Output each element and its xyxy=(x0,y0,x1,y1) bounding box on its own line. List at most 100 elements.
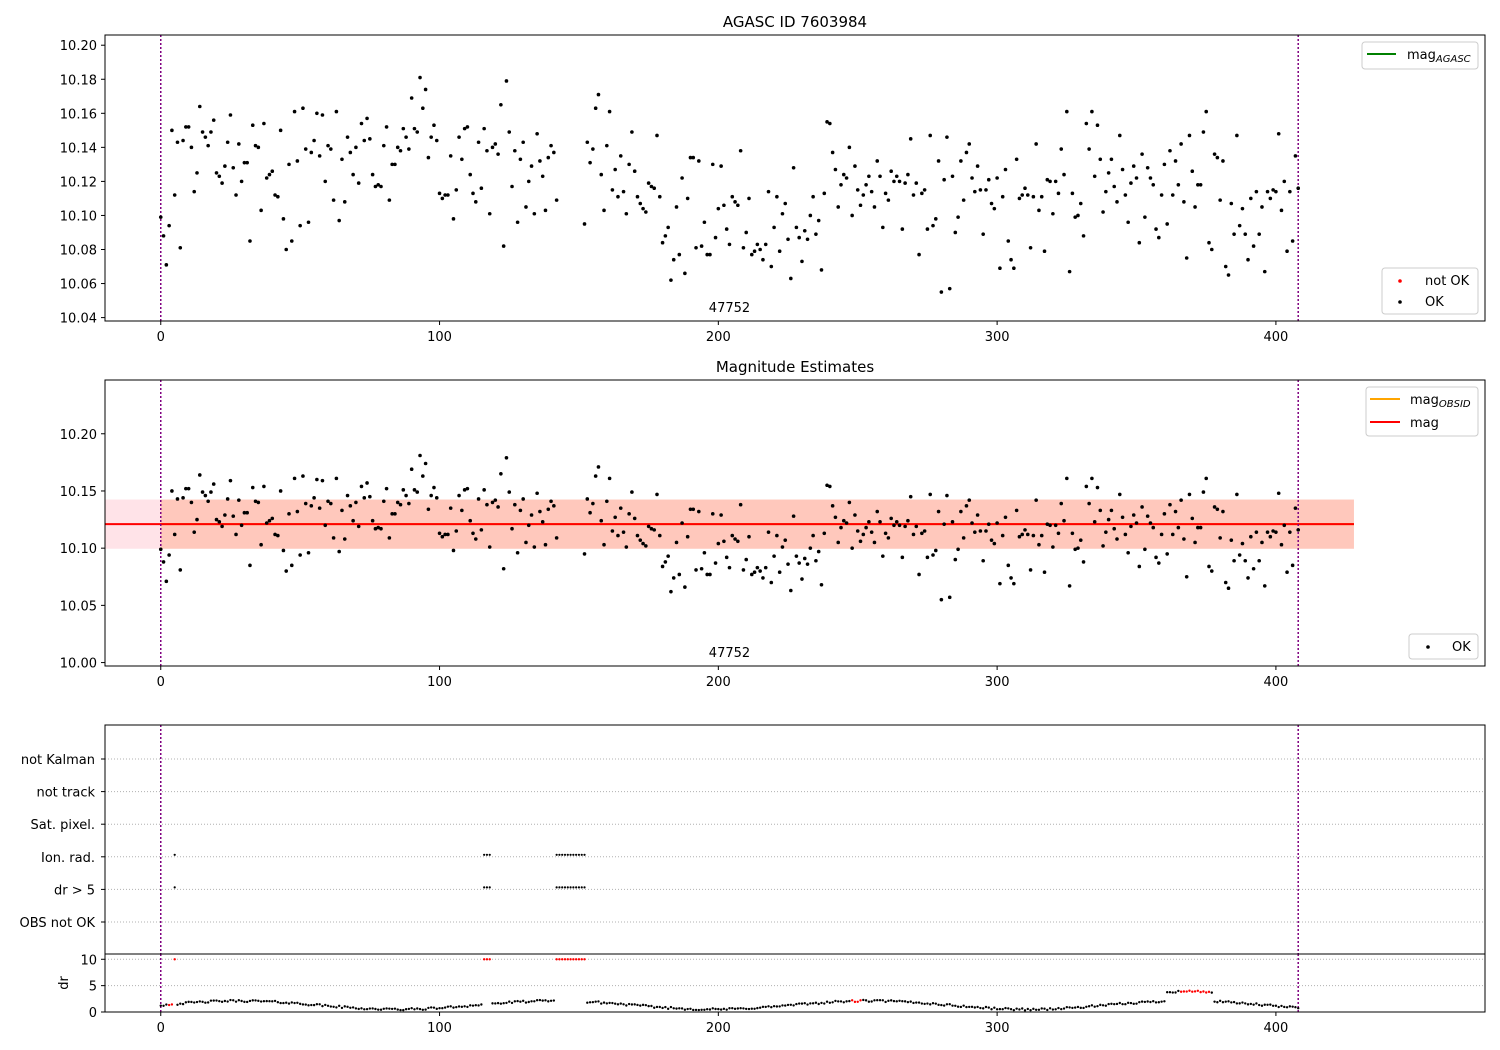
estimates-point xyxy=(529,513,534,517)
agasc-point xyxy=(1006,239,1011,243)
estimates-point xyxy=(747,534,751,539)
flag-point xyxy=(558,853,561,856)
legend-marker-not-ok xyxy=(1398,279,1402,283)
dr-point xyxy=(1154,1001,1158,1004)
agasc-point xyxy=(655,133,659,138)
estimates-point xyxy=(526,523,531,528)
dr-point xyxy=(761,1005,765,1009)
estimates-point xyxy=(532,545,537,549)
flag-point xyxy=(572,853,575,856)
agasc-point xyxy=(451,217,456,221)
agasc-point xyxy=(947,286,952,291)
dr-point xyxy=(416,1007,419,1010)
estimates-point xyxy=(683,585,687,589)
estimates-point xyxy=(501,566,506,571)
estimates-point xyxy=(1179,498,1183,502)
dr-point xyxy=(731,1007,734,1010)
estimates-point xyxy=(379,526,383,531)
legend-box xyxy=(1408,633,1479,660)
estimates-point xyxy=(1078,538,1083,542)
agasc-point xyxy=(1031,194,1036,199)
legend-box xyxy=(1361,41,1479,70)
dr-point xyxy=(931,1002,935,1005)
dr-point xyxy=(360,1007,363,1010)
dr-point xyxy=(753,1007,756,1011)
estimates-point xyxy=(939,597,944,602)
agasc-point xyxy=(510,184,514,189)
agasc-point xyxy=(220,181,224,185)
flags-category-label: not track xyxy=(36,786,95,801)
dr-point xyxy=(611,1001,614,1005)
agasc-point xyxy=(370,172,375,177)
agasc-point xyxy=(618,154,623,158)
dr-point xyxy=(823,1002,826,1005)
dr-point xyxy=(1132,1002,1135,1006)
agasc-point xyxy=(1009,257,1013,262)
estimates-point xyxy=(858,539,863,544)
estimates-point xyxy=(499,472,503,476)
estimates-point xyxy=(959,509,963,514)
dr-point xyxy=(1168,991,1172,994)
agasc-point xyxy=(978,188,983,192)
agasc-point xyxy=(610,188,615,192)
agasc-point xyxy=(172,193,177,197)
estimates-point xyxy=(644,544,648,548)
estimates-point xyxy=(432,485,436,490)
estimates-point xyxy=(1020,532,1025,537)
estimates-point xyxy=(175,497,180,501)
dr-point xyxy=(962,1004,965,1007)
dr-axes-frame xyxy=(104,953,1486,1013)
agasc-point xyxy=(538,159,542,163)
dr-point xyxy=(616,1003,620,1006)
estimates-point xyxy=(950,520,955,524)
agasc-point xyxy=(409,96,414,100)
dr-point xyxy=(572,958,575,961)
agasc-point xyxy=(1073,215,1077,219)
estimates-point xyxy=(1151,525,1156,530)
agasc-point xyxy=(245,160,249,165)
dr-point xyxy=(1043,1007,1046,1010)
dr-point xyxy=(290,1001,293,1004)
agasc-point xyxy=(1157,235,1161,240)
agasc-point xyxy=(178,245,183,250)
estimates-point xyxy=(1226,586,1231,591)
dr-point xyxy=(237,999,241,1002)
agasc-point xyxy=(741,245,746,250)
dr-point xyxy=(678,1007,681,1010)
estimates-point xyxy=(362,496,367,500)
agasc-point xyxy=(892,179,896,184)
estimates-point xyxy=(869,530,874,534)
agasc-point xyxy=(1257,232,1261,236)
dr-point xyxy=(781,1004,784,1007)
dr-point xyxy=(831,1001,834,1004)
dr-point xyxy=(1271,1004,1275,1007)
dr-point xyxy=(664,1005,667,1009)
estimates-point xyxy=(933,548,938,553)
estimates-point xyxy=(1243,558,1248,563)
agasc-point xyxy=(1170,193,1175,197)
estimates-point xyxy=(582,552,587,556)
agasc-point xyxy=(1293,154,1298,158)
dr-point xyxy=(1221,1001,1225,1004)
dr-point xyxy=(995,1008,999,1011)
estimates-point xyxy=(460,508,464,513)
flag-point xyxy=(563,853,567,856)
dr-point xyxy=(435,1007,438,1011)
dr-point xyxy=(276,1001,280,1004)
dr-point xyxy=(469,1004,472,1007)
dr-point xyxy=(937,1003,940,1007)
agasc-point xyxy=(671,257,676,262)
estimates-point xyxy=(1237,553,1242,557)
agasc-point xyxy=(908,137,913,141)
agasc-point xyxy=(354,145,358,150)
agasc-point xyxy=(989,201,994,206)
dr-point xyxy=(363,1008,366,1011)
agasc-point xyxy=(1104,189,1108,194)
agasc-point xyxy=(457,135,461,139)
estimates-point xyxy=(791,514,796,518)
agasc-point xyxy=(1092,174,1097,179)
agasc-point xyxy=(1070,191,1075,196)
dr-point xyxy=(304,1003,307,1006)
estimates-point xyxy=(708,572,712,577)
estimates-point xyxy=(1279,542,1284,547)
